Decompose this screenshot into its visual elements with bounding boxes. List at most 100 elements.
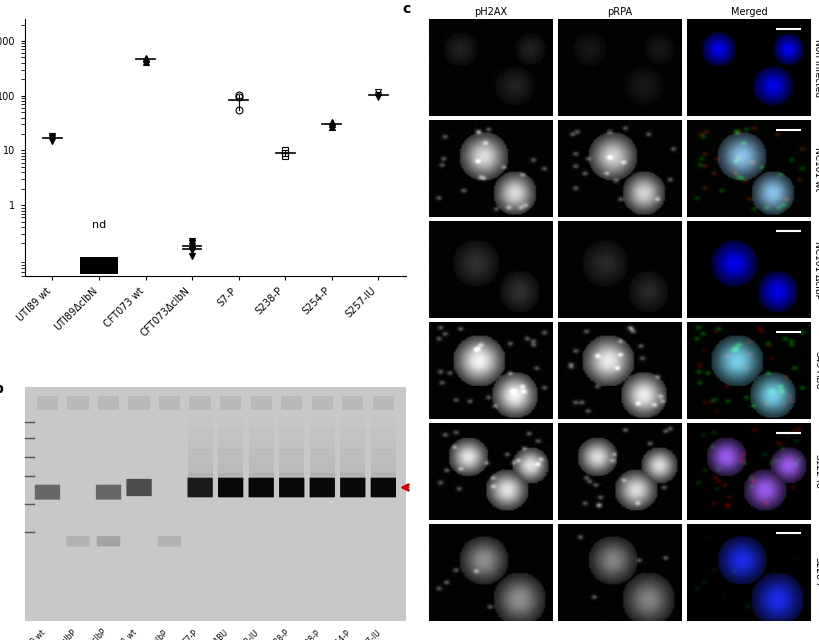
Bar xyxy=(340,456,365,460)
Bar xyxy=(188,460,213,464)
Bar xyxy=(279,417,304,421)
Bar xyxy=(340,413,365,417)
FancyBboxPatch shape xyxy=(188,477,213,497)
Bar xyxy=(310,428,335,431)
Title: pRPA: pRPA xyxy=(608,7,632,17)
Bar xyxy=(249,438,274,442)
Bar xyxy=(371,424,396,428)
Text: UTI89ΔclbP +p-clbP: UTI89ΔclbP +p-clbP xyxy=(49,628,109,640)
Bar xyxy=(218,467,243,471)
Bar xyxy=(279,460,304,464)
FancyBboxPatch shape xyxy=(34,484,60,500)
Bar xyxy=(249,467,274,471)
Bar xyxy=(279,413,304,417)
Bar xyxy=(371,471,396,475)
Y-axis label: S228-P: S228-P xyxy=(813,557,819,588)
Bar xyxy=(310,463,335,467)
FancyBboxPatch shape xyxy=(97,536,120,547)
Bar xyxy=(340,467,365,471)
Bar xyxy=(188,463,213,467)
Bar xyxy=(188,424,213,428)
Bar xyxy=(371,442,396,446)
Text: S254-P: S254-P xyxy=(328,628,353,640)
Bar xyxy=(218,431,243,435)
Bar xyxy=(188,467,213,471)
Bar xyxy=(249,446,274,449)
Y-axis label: S45-ABU: S45-ABU xyxy=(813,351,819,390)
Bar xyxy=(218,420,243,424)
Bar xyxy=(279,438,304,442)
Bar xyxy=(340,435,365,439)
Y-axis label: NC101 ΔclbP: NC101 ΔclbP xyxy=(813,241,819,298)
Bar xyxy=(249,424,274,428)
Text: nd: nd xyxy=(92,220,106,230)
Bar xyxy=(279,446,304,449)
Bar xyxy=(371,431,396,435)
Bar xyxy=(340,438,365,442)
Bar xyxy=(249,456,274,460)
Bar xyxy=(310,446,335,449)
Bar xyxy=(371,435,396,439)
Bar xyxy=(279,442,304,446)
Bar xyxy=(218,456,243,460)
Bar xyxy=(310,467,335,471)
Bar xyxy=(310,442,335,446)
Bar xyxy=(340,431,365,435)
Bar xyxy=(279,424,304,428)
Bar xyxy=(310,431,335,435)
Bar xyxy=(188,456,213,460)
Text: UTI89 wt: UTI89 wt xyxy=(17,628,48,640)
Bar xyxy=(371,438,396,442)
Bar xyxy=(129,396,150,410)
Bar xyxy=(188,442,213,446)
Bar xyxy=(371,446,396,449)
Bar xyxy=(251,396,272,410)
Bar xyxy=(188,446,213,449)
Y-axis label: NC101 wt: NC101 wt xyxy=(813,147,819,191)
Text: S45-ABU: S45-ABU xyxy=(201,628,231,640)
Y-axis label: S122-IU: S122-IU xyxy=(813,454,819,489)
Bar xyxy=(371,474,396,478)
Bar xyxy=(218,474,243,478)
Bar xyxy=(249,435,274,439)
Bar xyxy=(279,453,304,457)
Bar xyxy=(310,471,335,475)
Bar xyxy=(67,396,88,410)
Bar xyxy=(310,456,335,460)
FancyBboxPatch shape xyxy=(371,477,396,497)
Bar xyxy=(371,467,396,471)
Bar xyxy=(249,463,274,467)
Bar xyxy=(340,420,365,424)
Bar xyxy=(279,449,304,453)
Text: b: b xyxy=(0,382,4,396)
Bar xyxy=(279,471,304,475)
Bar xyxy=(249,460,274,464)
Bar xyxy=(249,428,274,431)
Bar xyxy=(340,442,365,446)
FancyBboxPatch shape xyxy=(310,477,335,497)
Bar xyxy=(218,413,243,417)
Bar xyxy=(249,471,274,475)
Bar xyxy=(218,438,243,442)
Bar xyxy=(188,438,213,442)
Bar xyxy=(249,417,274,421)
Bar xyxy=(373,396,394,410)
Bar xyxy=(340,453,365,457)
Bar xyxy=(249,413,274,417)
Bar xyxy=(249,453,274,457)
Bar xyxy=(220,396,242,410)
Bar xyxy=(249,449,274,453)
Bar xyxy=(279,474,304,478)
Y-axis label: Non infected: Non infected xyxy=(813,38,819,97)
Text: NC101 wt: NC101 wt xyxy=(106,628,139,640)
Bar xyxy=(249,431,274,435)
Bar xyxy=(371,417,396,421)
Text: S228-P: S228-P xyxy=(267,628,292,640)
Bar xyxy=(218,424,243,428)
Bar xyxy=(189,396,210,410)
FancyBboxPatch shape xyxy=(158,536,181,547)
FancyBboxPatch shape xyxy=(126,479,152,496)
Bar xyxy=(249,474,274,478)
Bar xyxy=(371,428,396,431)
Bar xyxy=(188,431,213,435)
